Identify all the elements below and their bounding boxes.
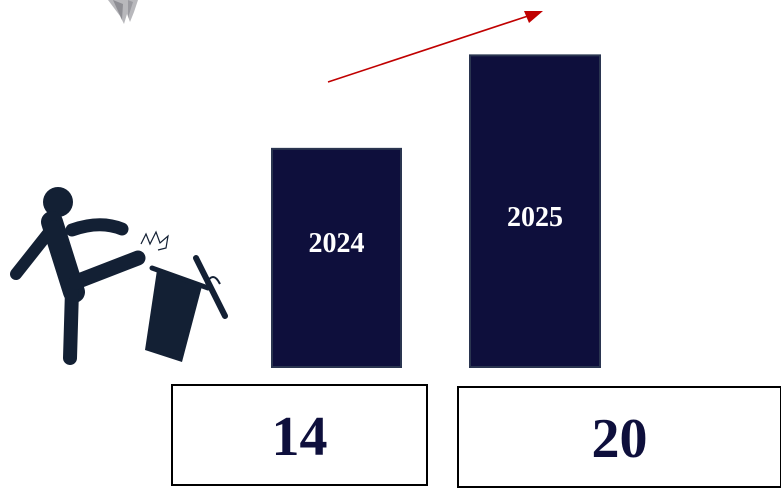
bar-2025 [469, 54, 601, 368]
value-box-2024 [171, 384, 428, 486]
value-box-2025 [457, 386, 781, 488]
red-trend-arrow-icon [327, 11, 543, 83]
person-kicking-trash-can-icon [10, 187, 228, 365]
value-label-2024: 14 [272, 406, 328, 468]
bars-group [271, 54, 601, 368]
gray-fan-ornament-icon [108, 0, 138, 24]
bar-labels-group: 2024 2025 [309, 202, 564, 259]
value-boxes-group: 14 20 [171, 384, 781, 488]
bar-label-2025: 2025 [507, 202, 563, 233]
value-label-2025: 20 [592, 408, 648, 470]
bar-2024 [271, 147, 402, 368]
bar-label-2024: 2024 [309, 228, 365, 259]
